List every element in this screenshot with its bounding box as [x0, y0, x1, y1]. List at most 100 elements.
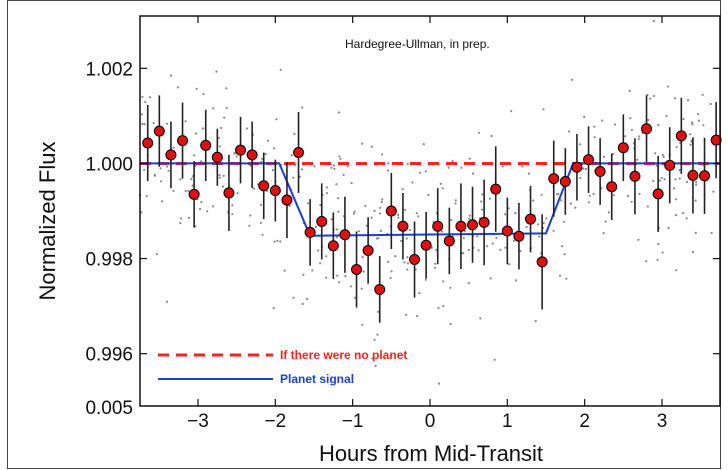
background-point [389, 276, 392, 280]
data-point [304, 226, 316, 238]
background-point [658, 179, 662, 182]
y-tick-label: 1.002 [85, 59, 133, 80]
background-point [311, 269, 314, 272]
background-point [479, 317, 482, 320]
background-point [652, 180, 655, 183]
background-point [202, 93, 205, 96]
background-point [338, 155, 341, 158]
background-point [364, 204, 367, 207]
background-point [534, 320, 537, 323]
background-point [143, 123, 146, 126]
background-point [570, 78, 574, 81]
data-point [675, 130, 687, 142]
background-point [153, 173, 156, 176]
background-point [140, 211, 143, 214]
background-point [272, 307, 275, 310]
background-point [491, 242, 494, 245]
data-point [501, 225, 513, 237]
background-point [437, 306, 440, 309]
background-point [652, 19, 655, 23]
background-point [259, 221, 262, 224]
background-point [260, 203, 263, 206]
background-point [690, 139, 693, 142]
background-point [245, 127, 248, 130]
background-point [148, 96, 152, 99]
background-point [560, 199, 563, 202]
background-point [194, 132, 198, 135]
background-point [678, 169, 681, 172]
background-point [179, 178, 182, 181]
data-point [559, 176, 571, 188]
background-point [504, 213, 507, 216]
background-point [222, 174, 225, 177]
background-point [198, 207, 202, 211]
background-point [477, 131, 480, 134]
background-point [559, 274, 562, 277]
background-point [629, 117, 632, 120]
data-point [420, 239, 432, 251]
background-point [335, 228, 338, 231]
background-point [184, 189, 187, 192]
data-point [664, 159, 676, 171]
background-point [569, 202, 573, 205]
background-point [488, 197, 491, 200]
background-point [313, 165, 316, 168]
background-point [357, 230, 360, 233]
background-point [325, 276, 328, 279]
background-point [361, 323, 364, 326]
background-point [330, 218, 333, 221]
background-point [397, 216, 400, 219]
background-point [462, 237, 465, 240]
background-point [211, 205, 214, 208]
background-point [499, 248, 502, 251]
data-point [478, 216, 490, 228]
background-point [206, 210, 209, 213]
background-point [360, 287, 363, 290]
background-point [657, 124, 660, 127]
background-point [661, 251, 664, 254]
background-point [638, 135, 641, 138]
background-point [390, 270, 393, 273]
data-point [443, 235, 455, 247]
background-point [231, 213, 234, 216]
background-point [449, 286, 452, 289]
background-point [604, 220, 607, 223]
background-point [301, 106, 304, 109]
background-point [172, 189, 175, 192]
data-point [409, 254, 421, 266]
background-point [439, 182, 442, 185]
data-point [177, 135, 189, 147]
background-point [660, 176, 663, 179]
background-point [675, 146, 678, 149]
data-point [710, 134, 722, 146]
background-point [490, 134, 493, 138]
background-point [593, 136, 596, 139]
background-point [379, 229, 382, 232]
background-point [480, 200, 483, 203]
x-tick-label: −3 [187, 411, 209, 432]
background-point [424, 170, 427, 173]
background-point [140, 113, 143, 116]
background-point [416, 315, 419, 318]
background-point [302, 273, 305, 276]
background-point [335, 183, 338, 186]
background-point [568, 130, 571, 133]
data-point [293, 147, 305, 158]
background-point [406, 262, 410, 265]
background-point [261, 157, 264, 160]
background-point [223, 116, 226, 119]
background-point [332, 164, 335, 167]
background-point [451, 159, 454, 162]
background-point [233, 152, 236, 155]
background-point [636, 158, 639, 161]
background-point [515, 279, 518, 282]
data-point [536, 256, 548, 268]
data-point [211, 151, 223, 163]
background-point [647, 118, 650, 122]
background-point [527, 172, 531, 175]
background-point [306, 202, 310, 205]
data-point [513, 230, 525, 242]
background-point [279, 68, 282, 71]
y-tick-label: 1.000 [85, 154, 133, 175]
background-point [336, 274, 339, 277]
